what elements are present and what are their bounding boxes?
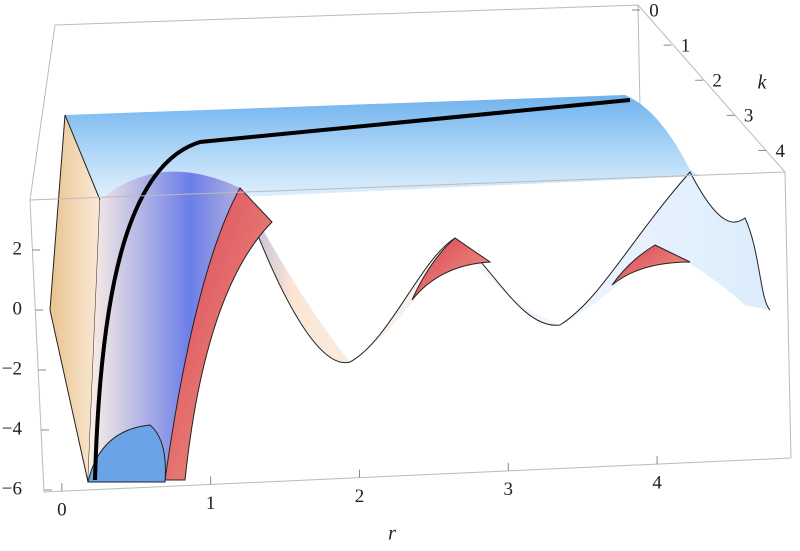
z-tick-label: 2 xyxy=(13,238,23,259)
x-tick-label: 2 xyxy=(355,486,365,507)
y-tick-label: 0 xyxy=(649,0,659,21)
y-tick-label: 4 xyxy=(775,141,785,162)
z-tick-label: −2 xyxy=(2,358,22,379)
x-tick-label: 1 xyxy=(206,493,216,514)
z-tick-label: −6 xyxy=(2,478,22,499)
y-axis-title: k xyxy=(758,72,768,94)
box-front xyxy=(29,171,792,493)
y-tick-label: 3 xyxy=(744,106,754,127)
y-tick-label: 1 xyxy=(681,35,691,56)
x-tick-label: 0 xyxy=(57,500,67,521)
y-tick-label: 2 xyxy=(712,71,722,92)
surface xyxy=(49,95,771,483)
z-tick-label: 0 xyxy=(13,298,23,319)
x-axis-title: r xyxy=(388,523,396,545)
box-back xyxy=(29,4,786,201)
z-tick-label: −4 xyxy=(2,418,23,439)
x-tick-label: 3 xyxy=(504,479,514,500)
x-tick-label: 4 xyxy=(652,472,662,493)
